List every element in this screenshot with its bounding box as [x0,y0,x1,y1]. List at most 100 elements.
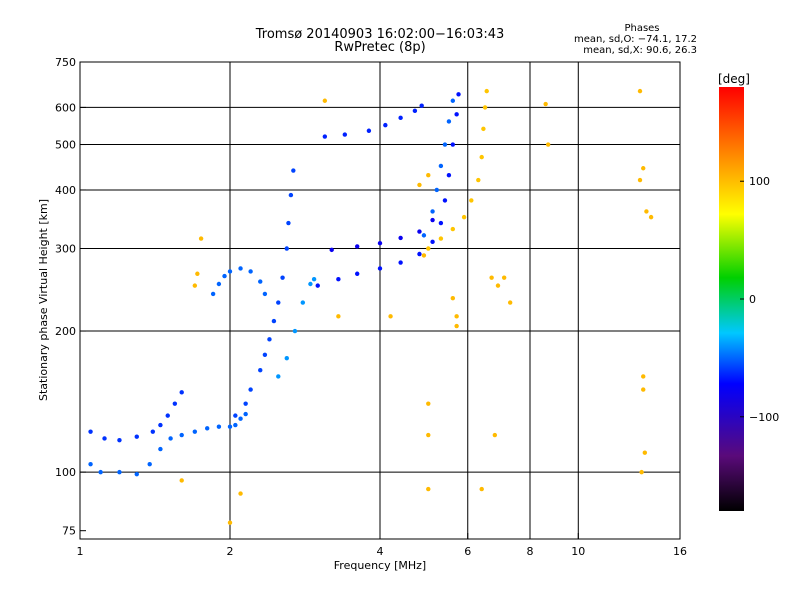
colorbar-tick-label: −100 [749,411,779,424]
echo-point [210,291,216,297]
echo-point [258,279,263,284]
echo-point [377,240,383,246]
echo-point [192,429,198,434]
echo-trace [179,88,654,525]
echo-point [450,98,456,103]
echo-point [637,177,643,183]
echo-point [258,368,263,373]
y-tick-label: 600 [55,101,76,114]
x-tick-label: 6 [464,545,471,558]
echo-point [642,450,648,455]
echo-point [419,103,424,108]
echo-point [248,269,253,274]
echo-point [117,469,122,475]
echo-point [276,374,281,379]
echo-point [179,478,184,483]
echo-trace [421,98,456,238]
echo-point [417,229,422,234]
echo-point [641,374,646,379]
echo-point [484,88,489,94]
y-tick-label: 300 [55,243,76,256]
echo-point [377,266,383,271]
echo-traces [88,88,654,525]
echo-point [165,413,170,418]
echo-point [442,198,448,203]
echo-point [300,300,306,305]
echo-point [243,401,248,406]
echo-point [168,436,173,441]
echo-point [426,173,431,178]
chart-title: Tromsø 20140903 16:02:00−16:03:43 [255,27,505,42]
echo-point [641,166,646,171]
grid-lines [80,62,680,539]
echo-point [216,281,222,287]
echo-point [322,98,328,103]
echo-trace [329,217,435,253]
echo-point [430,217,435,223]
echo-point [434,187,439,193]
echo-point [329,247,334,253]
echo-point [276,300,281,305]
echo-point [179,390,184,395]
echo-point [315,283,320,288]
chart-subtitle: RwPretec (8p) [334,40,425,55]
echo-point [271,318,277,324]
y-axis-ticks: 75 100 200 300 400 500 600 750 [55,56,86,538]
echo-point [284,246,289,251]
echo-point [192,283,198,288]
echo-point [243,411,248,417]
echo-point [469,198,474,203]
echo-point [637,88,643,94]
echo-point [430,239,435,245]
echo-point [481,126,486,132]
echo-point [644,209,649,214]
echo-point [398,260,403,265]
echo-point [284,356,289,361]
x-tick-label: 16 [673,545,687,558]
echo-point [426,401,431,406]
echo-trace [315,92,461,288]
colorbar-tick-label: 100 [749,175,770,188]
y-axis-label: Stationary phase Virtual Height [km] [37,199,50,401]
x-tick-label: 8 [527,545,534,558]
y-tick-label: 750 [55,56,76,69]
echo-point [417,251,422,257]
echo-point [354,244,360,249]
echo-point [495,283,501,288]
echo-point [639,469,644,475]
echo-point [291,168,296,173]
echo-point [227,269,233,274]
echo-point [88,429,93,434]
echo-point [454,112,459,117]
echo-point [446,119,452,124]
echo-point [421,233,427,238]
echo-point [233,422,238,428]
echo-point [388,314,393,319]
echo-point [308,281,313,287]
echo-point [648,214,654,220]
echo-point [286,220,291,226]
echo-point [262,291,268,297]
echo-point [446,173,452,178]
echo-point [158,446,163,452]
echo-point [442,142,448,147]
echo-point [158,422,163,428]
echo-point [454,323,459,329]
echo-point [456,92,461,97]
echo-point [227,520,233,525]
echo-point [461,214,467,220]
echo-point [198,236,204,241]
echo-point [227,424,233,429]
echo-point [238,416,243,421]
echo-point [134,434,139,439]
echo-point [336,314,341,319]
x-axis-ticks: 1 2 4 6 8 10 16 [77,533,687,558]
echo-point [476,177,481,183]
y-tick-label: 200 [55,325,76,338]
echo-trace [88,390,184,443]
echo-trace [322,103,424,139]
echo-point [383,122,388,128]
echo-point [311,277,317,282]
stats-x-mode: mean, sd,X: 90.6, 26.3 [583,45,697,56]
